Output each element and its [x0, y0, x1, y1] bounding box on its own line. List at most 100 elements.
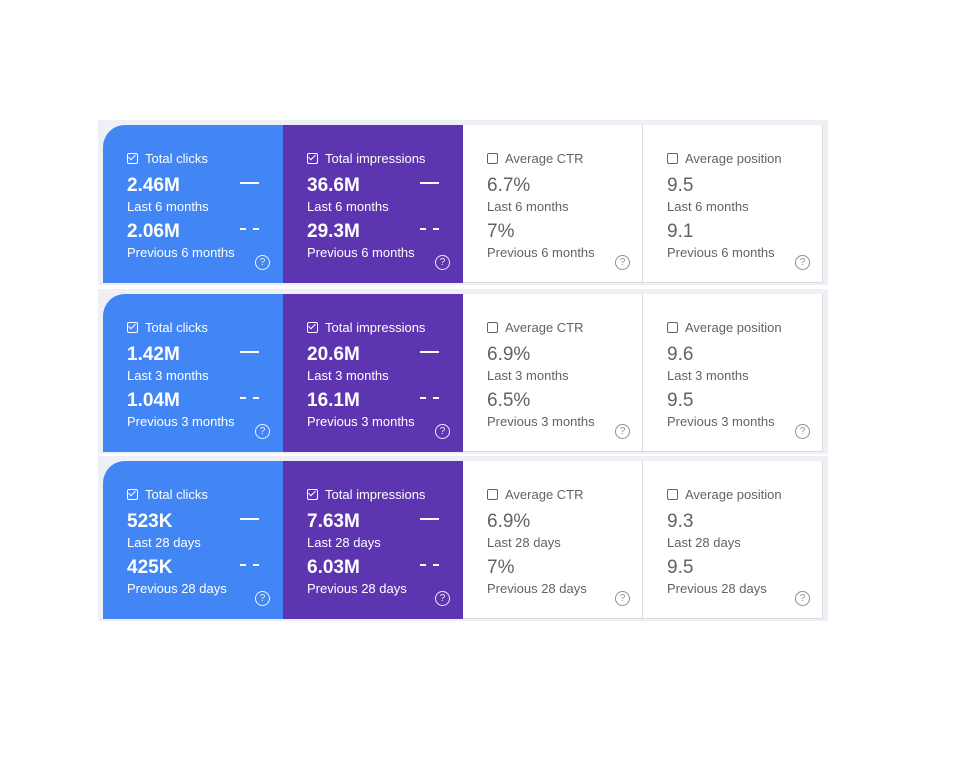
- previous-value: 9.5: [667, 390, 694, 411]
- current-value: 1.42M: [127, 344, 180, 365]
- help-icon[interactable]: ?: [795, 424, 810, 439]
- current-value: 9.5: [667, 175, 694, 196]
- previous-period-label: Previous 6 months: [127, 245, 235, 260]
- total-clicks-card[interactable]: Total clicks 523K Last 28 days 425K Prev…: [103, 461, 283, 619]
- previous-value: 1.04M: [127, 390, 180, 411]
- previous-period-label: Previous 3 months: [487, 414, 595, 429]
- current-period-label: Last 3 months: [127, 368, 209, 383]
- checkbox-checked-icon[interactable]: [127, 489, 138, 500]
- solid-line-legend-icon: [240, 351, 259, 353]
- current-value: 7.63M: [307, 511, 360, 532]
- checkbox-checked-icon[interactable]: [307, 489, 318, 500]
- help-icon[interactable]: ?: [435, 255, 450, 270]
- current-period-label: Last 6 months: [667, 199, 749, 214]
- card-title: Average position: [685, 487, 782, 502]
- previous-value: 29.3M: [307, 221, 360, 242]
- current-period-label: Last 28 days: [667, 535, 741, 550]
- current-period-label: Last 28 days: [487, 535, 561, 550]
- checkbox-checked-icon[interactable]: [307, 153, 318, 164]
- checkbox-empty-icon[interactable]: [487, 489, 498, 500]
- current-period-label: Last 28 days: [307, 535, 381, 550]
- current-value: 6.9%: [487, 511, 531, 532]
- total-clicks-card[interactable]: Total clicks 1.42M Last 3 months 1.04M P…: [103, 294, 283, 452]
- previous-period-label: Previous 6 months: [487, 245, 595, 260]
- help-icon[interactable]: ?: [255, 424, 270, 439]
- average-ctr-card[interactable]: Average CTR 6.9% Last 28 days 7% Previou…: [463, 461, 643, 619]
- card-title: Total impressions: [325, 487, 426, 502]
- previous-value: 6.03M: [307, 557, 360, 578]
- dashed-line-legend-icon: [240, 397, 259, 399]
- previous-value: 2.06M: [127, 221, 180, 242]
- dashed-line-legend-icon: [420, 564, 439, 566]
- average-position-card[interactable]: Average position 9.3 Last 28 days 9.5 Pr…: [643, 461, 823, 619]
- current-period-label: Last 28 days: [127, 535, 201, 550]
- previous-value: 7%: [487, 221, 515, 242]
- help-icon[interactable]: ?: [615, 424, 630, 439]
- total-clicks-card[interactable]: Total clicks 2.46M Last 6 months 2.06M P…: [103, 125, 283, 283]
- average-ctr-card[interactable]: Average CTR 6.7% Last 6 months 7% Previo…: [463, 125, 643, 283]
- checkbox-empty-icon[interactable]: [667, 153, 678, 164]
- metrics-panel-28-days: Total clicks 523K Last 28 days 425K Prev…: [98, 456, 828, 621]
- card-title: Total impressions: [325, 320, 426, 335]
- previous-period-label: Previous 3 months: [127, 414, 235, 429]
- help-icon[interactable]: ?: [255, 255, 270, 270]
- checkbox-checked-icon[interactable]: [127, 153, 138, 164]
- checkbox-checked-icon[interactable]: [127, 322, 138, 333]
- help-icon[interactable]: ?: [795, 591, 810, 606]
- solid-line-legend-icon: [240, 182, 259, 184]
- current-value: 20.6M: [307, 344, 360, 365]
- previous-value: 7%: [487, 557, 515, 578]
- previous-period-label: Previous 28 days: [487, 581, 587, 596]
- card-title: Total clicks: [145, 320, 208, 335]
- previous-value: 6.5%: [487, 390, 531, 411]
- checkbox-empty-icon[interactable]: [487, 322, 498, 333]
- current-value: 9.3: [667, 511, 694, 532]
- card-title: Total impressions: [325, 151, 426, 166]
- current-period-label: Last 6 months: [127, 199, 209, 214]
- checkbox-checked-icon[interactable]: [307, 322, 318, 333]
- current-period-label: Last 3 months: [307, 368, 389, 383]
- dashed-line-legend-icon: [240, 228, 259, 230]
- total-impressions-card[interactable]: Total impressions 20.6M Last 3 months 16…: [283, 294, 463, 452]
- previous-period-label: Previous 3 months: [307, 414, 415, 429]
- card-title: Total clicks: [145, 151, 208, 166]
- card-title: Average CTR: [505, 151, 584, 166]
- solid-line-legend-icon: [240, 518, 259, 520]
- card-title: Average CTR: [505, 487, 584, 502]
- total-impressions-card[interactable]: Total impressions 7.63M Last 28 days 6.0…: [283, 461, 463, 619]
- current-period-label: Last 6 months: [487, 199, 569, 214]
- previous-value: 425K: [127, 557, 173, 578]
- checkbox-empty-icon[interactable]: [487, 153, 498, 164]
- checkbox-empty-icon[interactable]: [667, 489, 678, 500]
- total-impressions-card[interactable]: Total impressions 36.6M Last 6 months 29…: [283, 125, 463, 283]
- previous-value: 9.5: [667, 557, 694, 578]
- previous-period-label: Previous 6 months: [667, 245, 775, 260]
- help-icon[interactable]: ?: [435, 424, 450, 439]
- help-icon[interactable]: ?: [615, 591, 630, 606]
- previous-period-label: Previous 28 days: [127, 581, 227, 596]
- dashed-line-legend-icon: [240, 564, 259, 566]
- previous-period-label: Previous 28 days: [307, 581, 407, 596]
- current-value: 9.6: [667, 344, 694, 365]
- average-position-card[interactable]: Average position 9.6 Last 3 months 9.5 P…: [643, 294, 823, 452]
- help-icon[interactable]: ?: [255, 591, 270, 606]
- previous-period-label: Previous 28 days: [667, 581, 767, 596]
- dashed-line-legend-icon: [420, 228, 439, 230]
- metrics-panel-3-months: Total clicks 1.42M Last 3 months 1.04M P…: [98, 289, 828, 454]
- checkbox-empty-icon[interactable]: [667, 322, 678, 333]
- previous-period-label: Previous 3 months: [667, 414, 775, 429]
- average-position-card[interactable]: Average position 9.5 Last 6 months 9.1 P…: [643, 125, 823, 283]
- help-icon[interactable]: ?: [615, 255, 630, 270]
- help-icon[interactable]: ?: [795, 255, 810, 270]
- average-ctr-card[interactable]: Average CTR 6.9% Last 3 months 6.5% Prev…: [463, 294, 643, 452]
- card-title: Total clicks: [145, 487, 208, 502]
- solid-line-legend-icon: [420, 518, 439, 520]
- current-value: 6.9%: [487, 344, 531, 365]
- previous-period-label: Previous 6 months: [307, 245, 415, 260]
- card-title: Average CTR: [505, 320, 584, 335]
- previous-value: 16.1M: [307, 390, 360, 411]
- current-value: 6.7%: [487, 175, 531, 196]
- dashed-line-legend-icon: [420, 397, 439, 399]
- card-title: Average position: [685, 151, 782, 166]
- help-icon[interactable]: ?: [435, 591, 450, 606]
